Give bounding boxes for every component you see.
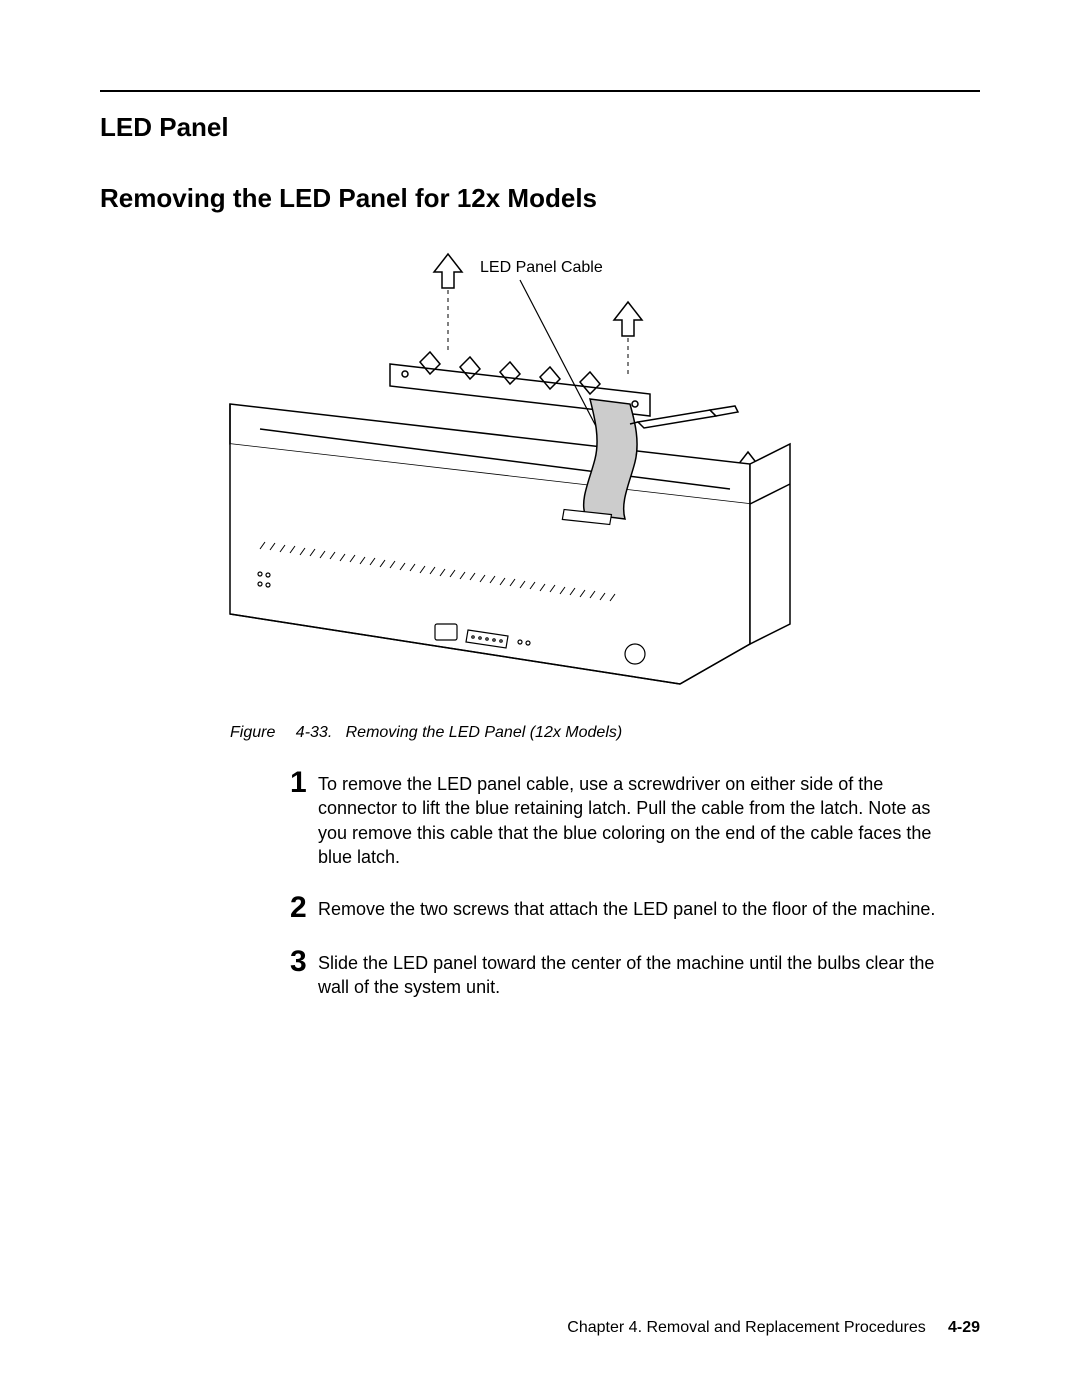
caption-prefix: Figure 4-33. <box>230 724 332 741</box>
screwdriver <box>630 406 738 428</box>
step-text: To remove the LED panel cable, use a scr… <box>318 772 950 869</box>
step-text: Slide the LED panel toward the center of… <box>318 951 950 1000</box>
page-footer: Chapter 4. Removal and Replacement Proce… <box>567 1319 980 1337</box>
footer-page: 4-29 <box>948 1319 980 1336</box>
page: LED Panel Removing the LED Panel for 12x… <box>0 0 1080 1397</box>
chassis <box>230 404 790 684</box>
step-text: Remove the two screws that attach the LE… <box>318 897 950 921</box>
figure: LED Panel Cable <box>100 244 980 704</box>
diagram-svg: LED Panel Cable <box>190 244 890 704</box>
figure-caption: Figure 4-33. Removing the LED Panel (12x… <box>230 724 980 742</box>
caption-text: Removing the LED Panel (12x Models) <box>346 724 623 741</box>
step-3: 3 Slide the LED panel toward the center … <box>290 951 950 1000</box>
step-num: 2 <box>290 893 318 923</box>
footer-chapter: Chapter 4. Removal and Replacement Proce… <box>567 1319 925 1336</box>
step-2: 2 Remove the two screws that attach the … <box>290 897 950 923</box>
top-rule <box>100 90 980 92</box>
section-heading: LED Panel <box>100 112 980 143</box>
step-1: 1 To remove the LED panel cable, use a s… <box>290 772 950 869</box>
step-num: 3 <box>290 947 318 977</box>
steps-list: 1 To remove the LED panel cable, use a s… <box>290 772 950 1000</box>
figure-callout: LED Panel Cable <box>480 259 603 276</box>
step-num: 1 <box>290 768 318 798</box>
subsection-heading: Removing the LED Panel for 12x Models <box>100 183 980 214</box>
